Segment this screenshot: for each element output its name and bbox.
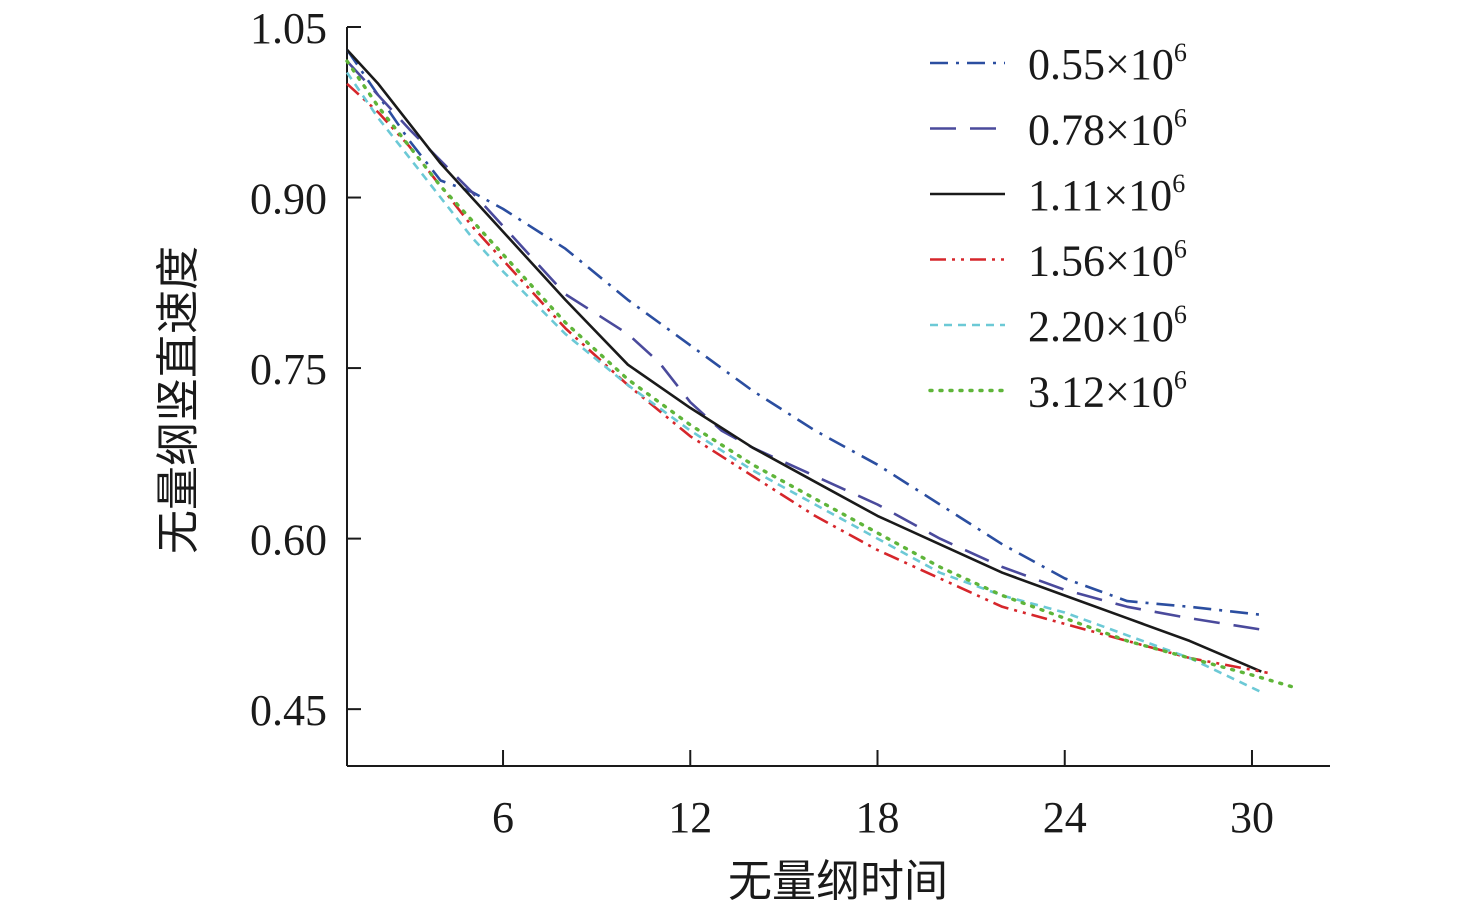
- axes: [346, 26, 1330, 767]
- x-tick-label: 12: [668, 793, 712, 842]
- legend-label-6: 3.12×106: [1028, 366, 1187, 417]
- legend-label-exponent: 6: [1174, 300, 1187, 329]
- legend-label-2: 0.78×106: [1028, 104, 1187, 155]
- series-line-1: [345, 48, 1262, 617]
- legend-label-exponent: 6: [1174, 104, 1187, 133]
- x-tick-label: 30: [1230, 793, 1274, 842]
- legend-label-5: 2.20×106: [1028, 300, 1187, 351]
- series-line-3: [346, 48, 1262, 673]
- legend: 0.55×1060.78×1061.11×1061.56×1062.20×106…: [928, 38, 1187, 417]
- series-line-6: [345, 59, 1301, 691]
- series-line-4: [346, 82, 1268, 675]
- y-tick-label: 1.05: [250, 4, 327, 53]
- legend-label-exponent: 6: [1172, 169, 1185, 198]
- tick-labels: 6 12 18 24 30 0.45 0.60 0.75 0.90 1.05: [250, 4, 1274, 842]
- legend-label-3: 1.11×106: [1028, 169, 1185, 220]
- y-tick-label: 0.45: [250, 686, 327, 735]
- legend-label-base: 2.20×10: [1028, 302, 1174, 351]
- legend-label-exponent: 6: [1174, 235, 1187, 264]
- x-tick-label: 24: [1043, 793, 1087, 842]
- x-axis-title: 无量纲时间: [728, 856, 948, 907]
- x-tick-label: 6: [492, 793, 514, 842]
- legend-label-base: 0.78×10: [1028, 106, 1174, 155]
- series-layer: [345, 48, 1301, 694]
- legend-label-exponent: 6: [1174, 366, 1187, 395]
- x-tick-label: 18: [856, 793, 900, 842]
- legend-label-base: 1.56×10: [1028, 237, 1174, 286]
- legend-label-base: 0.55×10: [1028, 40, 1174, 89]
- series-line-5: [345, 71, 1262, 694]
- y-axis-title: 无量纲竖直速度: [153, 246, 204, 554]
- legend-label-base: 3.12×10: [1028, 368, 1174, 417]
- y-tick-label: 0.60: [250, 516, 327, 565]
- legend-label-exponent: 6: [1174, 38, 1187, 67]
- legend-label-4: 1.56×106: [1028, 235, 1187, 286]
- legend-label-1: 0.55×106: [1028, 38, 1187, 89]
- y-tick-label: 0.75: [250, 345, 327, 394]
- series-line-2: [346, 60, 1262, 631]
- legend-label-base: 1.11×10: [1028, 171, 1172, 220]
- y-tick-label: 0.90: [250, 175, 327, 224]
